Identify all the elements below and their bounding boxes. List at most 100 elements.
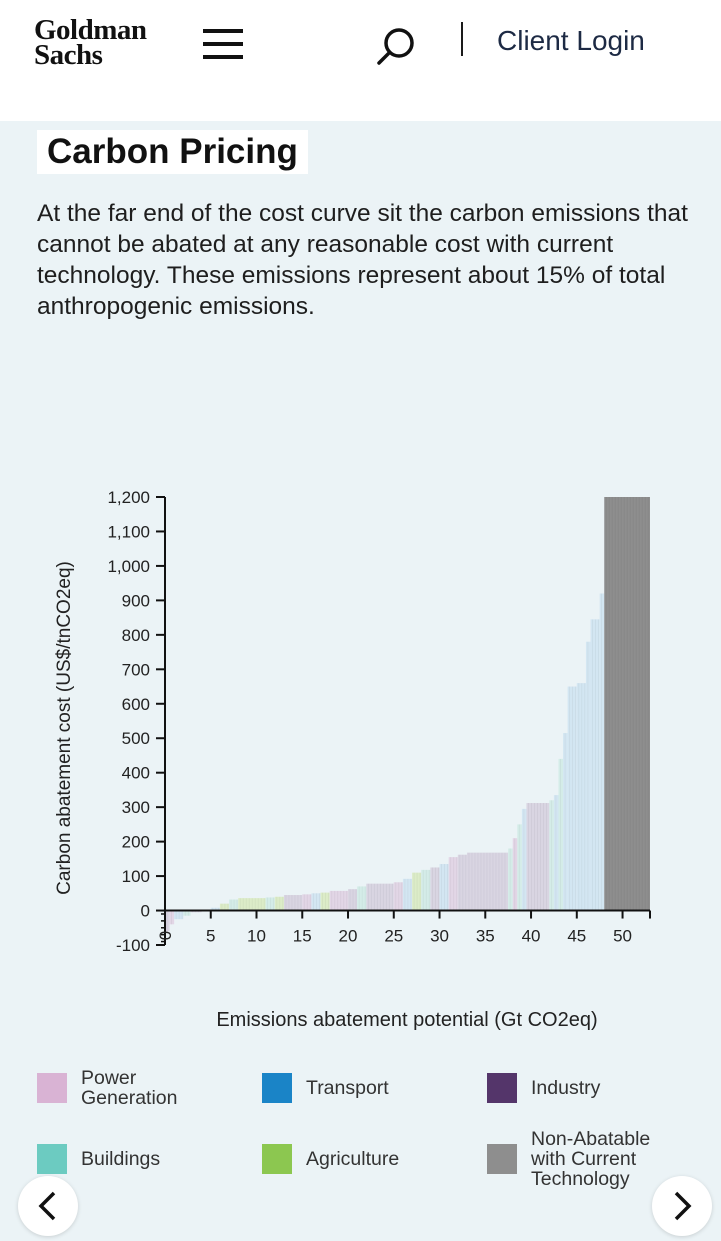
- legend-label: Industry: [531, 1078, 600, 1098]
- x-tick-label: 20: [339, 927, 358, 946]
- search-icon[interactable]: [376, 26, 416, 66]
- bar-segment: [357, 886, 367, 911]
- y-tick-label: 800: [122, 626, 150, 645]
- bar-segment: [169, 910, 175, 925]
- y-tick-label: -100: [116, 936, 150, 955]
- client-login-link[interactable]: Client Login: [497, 25, 645, 56]
- bar-segment: [430, 867, 440, 911]
- legend-swatch: [262, 1073, 292, 1103]
- carousel-prev-button[interactable]: [18, 1176, 78, 1236]
- y-tick-label: 900: [122, 591, 150, 610]
- bar-segment: [508, 848, 513, 911]
- bar-segment: [604, 497, 650, 911]
- legend-label-line: Transport: [306, 1077, 389, 1099]
- x-tick-label: 30: [430, 927, 449, 946]
- bar-segment: [348, 889, 358, 911]
- bar-segment: [512, 838, 518, 911]
- legend-label: Buildings: [81, 1149, 160, 1169]
- bar-segment: [585, 641, 591, 911]
- legend-label: Non-Abatable with Current Technology: [531, 1129, 650, 1189]
- carousel-next-button[interactable]: [652, 1176, 712, 1236]
- y-tick-label: 0: [141, 902, 150, 921]
- legend-swatch: [37, 1073, 67, 1103]
- y-tick-label: 1,200: [107, 488, 150, 507]
- bar-segment: [558, 758, 564, 911]
- bar-segment: [553, 795, 559, 911]
- bar-segment: [219, 903, 230, 911]
- bar-segment: [457, 854, 467, 911]
- bar-segment: [549, 800, 554, 911]
- bar-segment: [448, 857, 458, 911]
- bar-segment: [526, 803, 550, 911]
- legend-label: Transport: [306, 1078, 389, 1098]
- bar-segment: [466, 852, 509, 911]
- chevron-right-icon: [674, 1191, 692, 1221]
- x-tick-label: 15: [293, 927, 312, 946]
- bar-segment: [439, 864, 449, 911]
- x-tick-label: 45: [567, 927, 586, 946]
- legend-swatch: [37, 1144, 67, 1174]
- legend-label: Agriculture: [306, 1149, 399, 1169]
- bar-segment: [238, 898, 266, 911]
- y-tick-label: 700: [122, 660, 150, 679]
- legend-label-line: Technology: [531, 1168, 630, 1190]
- bar-segment: [329, 890, 349, 911]
- site-header: Goldman Sachs Client Login: [0, 0, 721, 121]
- bar-segment: [563, 733, 568, 911]
- x-tick-label: 0: [156, 931, 175, 940]
- y-tick-label: 300: [122, 798, 150, 817]
- bar-segment: [183, 910, 191, 916]
- bar-segment: [366, 883, 394, 911]
- y-tick-label: 600: [122, 695, 150, 714]
- bar-segment: [302, 894, 312, 911]
- chart-axes: -10001002003004005006007008009001,0001,1…: [107, 488, 651, 955]
- bar-segment: [393, 882, 403, 911]
- legend-label-line: with Current: [531, 1148, 637, 1170]
- header-divider: [461, 22, 463, 56]
- goldman-sachs-logo[interactable]: Goldman Sachs: [34, 14, 147, 71]
- legend-label-line: Agriculture: [306, 1148, 400, 1170]
- legend-swatch: [262, 1144, 292, 1174]
- legend-label-line: Buildings: [81, 1148, 161, 1170]
- bar-segment: [165, 910, 170, 932]
- bar-segment: [274, 896, 284, 911]
- x-tick-label: 35: [476, 927, 495, 946]
- section-description: At the far end of the cost curve sit the…: [37, 200, 688, 320]
- logo-line-1: Goldman: [34, 14, 147, 46]
- bar-segment: [210, 907, 220, 911]
- bar-segment: [576, 683, 586, 911]
- bar-segment: [421, 869, 431, 911]
- logo-line-2: Sachs: [34, 39, 103, 71]
- bar-segment: [229, 899, 239, 911]
- chevron-left-icon: [38, 1191, 56, 1221]
- x-tick-label: 25: [384, 927, 403, 946]
- legend-label-line: Industry: [531, 1077, 601, 1099]
- x-tick-label: 50: [613, 927, 632, 946]
- x-tick-label: 10: [247, 927, 266, 946]
- bar-segment: [517, 824, 522, 911]
- bar-segment: [265, 897, 275, 911]
- menu-icon[interactable]: [203, 28, 243, 60]
- y-tick-label: 200: [122, 833, 150, 852]
- bar-segment: [567, 686, 577, 911]
- y-tick-label: 100: [122, 867, 150, 886]
- cost-curve-chart: -10001002003004005006007008009001,0001,1…: [54, 488, 651, 1031]
- bar-segment: [412, 872, 422, 911]
- bar-segment: [174, 910, 184, 920]
- bar-segment: [402, 878, 413, 911]
- y-axis-label: Carbon abatement cost (US$/tnCO2eq): [54, 561, 75, 895]
- legend-swatch: [487, 1144, 517, 1174]
- y-tick-label: 400: [122, 764, 150, 783]
- x-tick-label: 40: [522, 927, 541, 946]
- y-tick-label: 500: [122, 729, 150, 748]
- legend-label-line: Non-Abatable: [531, 1128, 651, 1150]
- legend-label: Power Generation: [81, 1068, 177, 1108]
- x-tick-label: 5: [206, 927, 215, 946]
- bar-segment: [320, 892, 330, 911]
- chart-bars: [165, 497, 650, 932]
- bar-segment: [311, 893, 321, 911]
- bar-segment: [521, 808, 527, 911]
- bar-segment: [590, 619, 600, 911]
- x-axis-label: Emissions abatement potential (Gt CO2eq): [216, 1009, 597, 1031]
- y-tick-label: 1,000: [107, 557, 150, 576]
